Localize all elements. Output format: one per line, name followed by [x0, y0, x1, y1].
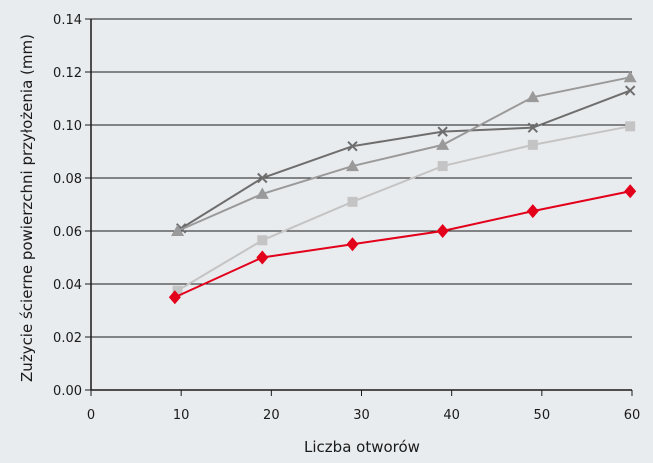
data-point [526, 204, 539, 219]
y-tick-label: 0.04 [53, 278, 82, 293]
axes [85, 18, 633, 396]
data-point [257, 172, 268, 184]
y-tick-label: 0.00 [53, 384, 82, 399]
series-line [180, 89, 631, 230]
tick-labels: 0.00 0.02 0.04 0.06 0.08 0.10 0.12 0.14 0 10 20 30 4… [53, 13, 640, 423]
data-point [436, 224, 449, 238]
grid-lines [91, 18, 632, 338]
data-point [168, 290, 181, 305]
data-point [347, 140, 358, 152]
x-tick-label: 20 [263, 408, 280, 423]
data-point [625, 121, 636, 132]
x-tick-label: 60 [624, 408, 641, 423]
series-line [177, 76, 631, 232]
series-line [174, 190, 631, 299]
y-tick-label: 0.10 [53, 119, 82, 134]
data-point [527, 139, 538, 150]
data-point [624, 85, 636, 96]
y-tick-label: 0.12 [53, 66, 82, 81]
data-point [255, 187, 269, 199]
x-tick-label: 10 [173, 408, 190, 423]
data-point [345, 159, 359, 172]
data-point [256, 250, 269, 265]
data-point [172, 285, 183, 296]
data-point [526, 90, 540, 103]
series-x [175, 85, 636, 234]
x-tick-label: 50 [534, 408, 551, 423]
series-diamond [168, 184, 637, 305]
data-point [436, 138, 450, 150]
x-tick-label: 40 [443, 408, 460, 423]
data-point [437, 126, 448, 137]
series-square [172, 121, 636, 296]
data-point [624, 184, 637, 199]
y-tick-label: 0.02 [53, 331, 82, 346]
data-point [346, 237, 359, 252]
data-point [623, 70, 637, 83]
x-axis-title: Liczba otworów [304, 438, 420, 456]
series-layer [168, 70, 637, 305]
data-point [171, 224, 185, 236]
y-axis-title: Zużycie ścierne powierzchni przyłożenia … [18, 34, 36, 382]
y-tick-label: 0.06 [53, 225, 82, 240]
series-triangle [171, 70, 637, 236]
data-point [347, 196, 358, 207]
data-point [257, 235, 268, 246]
y-tick-label: 0.14 [53, 13, 82, 28]
x-tick-label: 30 [353, 408, 370, 423]
x-tick-label: 0 [87, 408, 95, 423]
series-line [177, 125, 631, 292]
y-tick-label: 0.08 [53, 172, 82, 187]
data-point [527, 122, 539, 133]
data-point [437, 161, 448, 172]
